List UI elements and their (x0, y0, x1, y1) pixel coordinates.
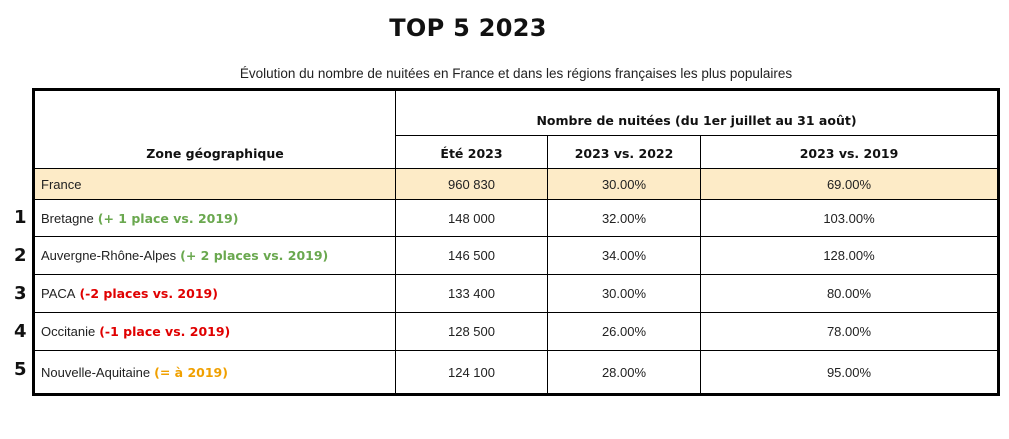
group-header: Nombre de nuitées (du 1er juillet au 31 … (536, 113, 857, 128)
column-header-zone: Zone géographique (146, 145, 284, 161)
row-divider (35, 312, 997, 313)
rank-number: 2 (14, 245, 27, 266)
cell-zone: PACA (-2 places vs. 2019) (35, 275, 395, 312)
rank-change-note: (-2 places vs. 2019) (79, 286, 218, 301)
cell-vs-2022: 30.00% (601, 286, 647, 301)
cell-vs-2022: 32.00% (601, 210, 647, 226)
cell-zone: France (41, 176, 82, 192)
row-divider (35, 236, 997, 237)
rank-number: 3 (14, 283, 27, 304)
col-divider (547, 135, 548, 393)
cell-ete-2023: 146 500 (448, 248, 495, 263)
cell-vs-2019: 128.00% (823, 248, 875, 263)
cell-ete-2023: 124 100 (448, 364, 495, 380)
col-divider (395, 91, 396, 393)
cell-vs-2019: 69.00% (826, 176, 872, 192)
row-divider (35, 199, 997, 200)
rank-number: 4 (14, 321, 27, 342)
zone-name: Nouvelle-Aquitaine (41, 364, 151, 380)
cell-zone: Nouvelle-Aquitaine (= à 2019) (35, 351, 395, 393)
rank-change-note: (+ 1 place vs. 2019) (97, 210, 239, 226)
cell-ete-2023: 148 000 (448, 210, 495, 226)
column-header-ete-2023: Été 2023 (440, 145, 503, 161)
cell-ete-2023: 133 400 (448, 286, 495, 301)
zone-name: Auvergne-Rhône-Alpes (41, 248, 177, 263)
cell-vs-2019: 103.00% (823, 210, 875, 226)
cell-vs-2019: 78.00% (826, 324, 872, 339)
column-header-vs-2019: 2023 vs. 2019 (799, 145, 899, 161)
cell-zone: Bretagne (+ 1 place vs. 2019) (35, 200, 395, 236)
cell-vs-2022: 34.00% (601, 248, 647, 263)
rank-change-note: (+ 2 places vs. 2019) (180, 248, 329, 263)
row-divider (35, 274, 997, 275)
zone-name: Occitanie (41, 324, 96, 339)
cell-zone: Occitanie (-1 place vs. 2019) (35, 313, 395, 350)
cell-ete-2023: 128 500 (448, 324, 495, 339)
column-header-vs-2022: 2023 vs. 2022 (574, 145, 674, 161)
row-divider (35, 168, 997, 169)
zone-name: Bretagne (41, 210, 94, 226)
rank-change-note: (= à 2019) (154, 364, 228, 380)
cell-vs-2019: 95.00% (826, 364, 872, 380)
zone-name: PACA (41, 286, 76, 301)
rank-number: 1 (14, 207, 27, 228)
rank-number: 5 (14, 359, 27, 380)
france-row-highlight (35, 169, 997, 200)
row-divider (35, 350, 997, 351)
page-subtitle: Évolution du nombre de nuitées en France… (239, 66, 793, 81)
cell-ete-2023: 960 830 (448, 176, 495, 192)
rank-change-note: (-1 place vs. 2019) (99, 324, 231, 339)
data-table (32, 88, 1000, 396)
cell-vs-2022: 30.00% (601, 176, 647, 192)
col-divider (700, 135, 701, 393)
cell-zone: Auvergne-Rhône-Alpes (+ 2 places vs. 201… (35, 237, 395, 274)
cell-vs-2022: 28.00% (601, 364, 647, 380)
row-divider (395, 135, 997, 136)
cell-vs-2022: 26.00% (601, 324, 647, 339)
cell-vs-2019: 80.00% (826, 286, 872, 301)
page-title: TOP 5 2023 (389, 14, 547, 42)
